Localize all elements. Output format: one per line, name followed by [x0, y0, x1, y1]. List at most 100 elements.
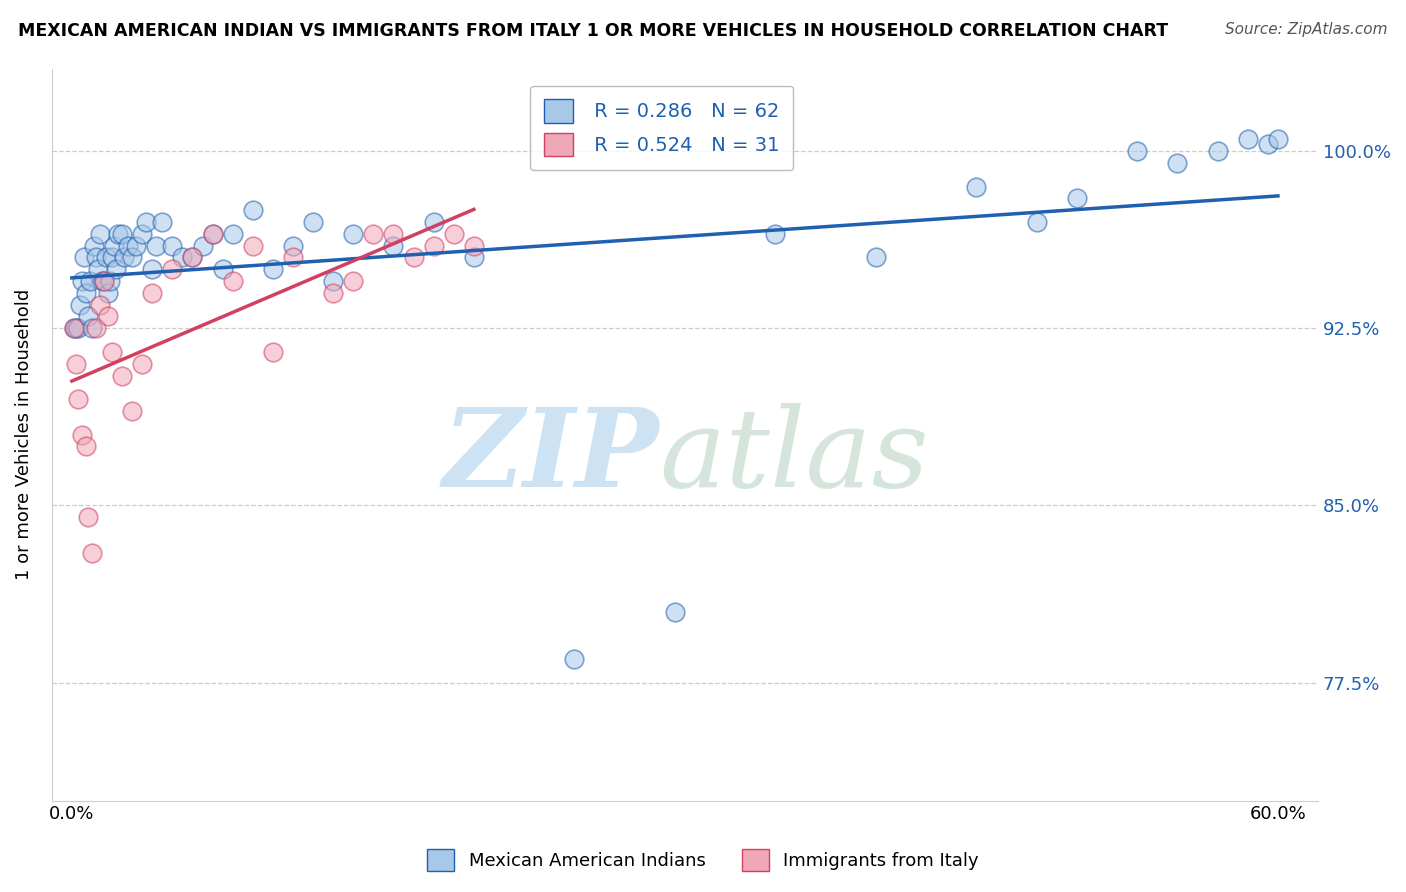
Point	[97, 310, 120, 324]
Point	[80, 546, 103, 560]
Point	[342, 274, 364, 288]
Point	[322, 274, 344, 288]
Point	[201, 227, 224, 241]
Point	[1126, 144, 1149, 158]
Point	[382, 227, 405, 241]
Point	[463, 251, 485, 265]
Point	[94, 251, 117, 265]
Point	[69, 298, 91, 312]
Point	[77, 510, 100, 524]
Point	[117, 238, 139, 252]
Point	[1257, 137, 1279, 152]
Point	[87, 262, 110, 277]
Point	[172, 251, 194, 265]
Legend:  R = 0.286   N = 62,  R = 0.524   N = 31: R = 0.286 N = 62, R = 0.524 N = 31	[530, 86, 793, 170]
Point	[342, 227, 364, 241]
Point	[125, 238, 148, 252]
Point	[66, 392, 89, 406]
Point	[121, 251, 143, 265]
Point	[65, 321, 87, 335]
Point	[112, 251, 135, 265]
Point	[75, 285, 97, 300]
Point	[463, 238, 485, 252]
Point	[181, 251, 204, 265]
Point	[111, 227, 134, 241]
Point	[422, 238, 444, 252]
Point	[1066, 191, 1088, 205]
Point	[70, 427, 93, 442]
Point	[101, 345, 124, 359]
Point	[141, 285, 163, 300]
Point	[93, 274, 115, 288]
Point	[89, 227, 111, 241]
Point	[211, 262, 233, 277]
Point	[281, 251, 304, 265]
Point	[322, 285, 344, 300]
Point	[77, 310, 100, 324]
Point	[91, 274, 114, 288]
Point	[382, 238, 405, 252]
Point	[111, 368, 134, 383]
Point	[75, 439, 97, 453]
Point	[201, 227, 224, 241]
Point	[89, 298, 111, 312]
Point	[281, 238, 304, 252]
Point	[242, 203, 264, 218]
Point	[150, 215, 173, 229]
Point	[1267, 132, 1289, 146]
Point	[131, 227, 153, 241]
Point	[84, 251, 107, 265]
Point	[79, 274, 101, 288]
Point	[63, 321, 86, 335]
Point	[1236, 132, 1258, 146]
Point	[162, 238, 184, 252]
Point	[63, 321, 86, 335]
Point	[221, 227, 243, 241]
Text: atlas: atlas	[659, 403, 929, 510]
Text: Source: ZipAtlas.com: Source: ZipAtlas.com	[1225, 22, 1388, 37]
Point	[83, 238, 105, 252]
Point	[664, 605, 686, 619]
Point	[70, 274, 93, 288]
Point	[865, 251, 887, 265]
Point	[564, 652, 586, 666]
Point	[135, 215, 157, 229]
Point	[145, 238, 167, 252]
Point	[141, 262, 163, 277]
Point	[97, 285, 120, 300]
Point	[101, 251, 124, 265]
Point	[107, 227, 129, 241]
Point	[80, 321, 103, 335]
Point	[98, 274, 121, 288]
Point	[73, 251, 96, 265]
Point	[181, 251, 204, 265]
Y-axis label: 1 or more Vehicles in Household: 1 or more Vehicles in Household	[15, 289, 32, 580]
Point	[763, 227, 786, 241]
Point	[93, 274, 115, 288]
Point	[965, 179, 987, 194]
Point	[1025, 215, 1047, 229]
Point	[103, 238, 125, 252]
Point	[131, 357, 153, 371]
Text: ZIP: ZIP	[443, 403, 659, 510]
Point	[65, 357, 87, 371]
Point	[242, 238, 264, 252]
Point	[363, 227, 385, 241]
Point	[443, 227, 465, 241]
Point	[302, 215, 325, 229]
Point	[66, 321, 89, 335]
Legend: Mexican American Indians, Immigrants from Italy: Mexican American Indians, Immigrants fro…	[420, 842, 986, 879]
Point	[162, 262, 184, 277]
Point	[1166, 156, 1188, 170]
Point	[402, 251, 425, 265]
Point	[121, 404, 143, 418]
Point	[84, 321, 107, 335]
Point	[262, 345, 284, 359]
Point	[221, 274, 243, 288]
Point	[1206, 144, 1229, 158]
Text: MEXICAN AMERICAN INDIAN VS IMMIGRANTS FROM ITALY 1 OR MORE VEHICLES IN HOUSEHOLD: MEXICAN AMERICAN INDIAN VS IMMIGRANTS FR…	[18, 22, 1168, 40]
Point	[191, 238, 214, 252]
Point	[422, 215, 444, 229]
Point	[105, 262, 128, 277]
Point	[262, 262, 284, 277]
